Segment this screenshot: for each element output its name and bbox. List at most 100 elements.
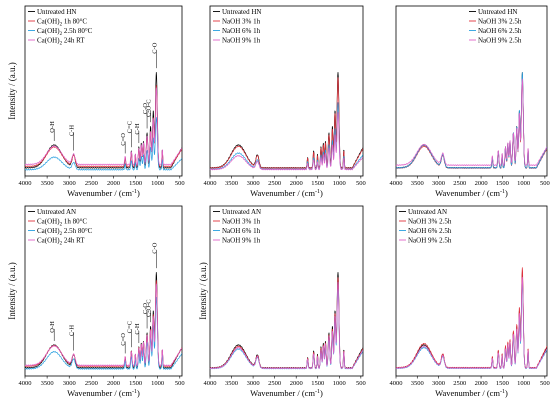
band-annotation: C=C bbox=[126, 321, 133, 333]
x-tick-label: 2500 bbox=[268, 180, 281, 187]
band-annotation: C-O bbox=[151, 42, 158, 54]
y-axis-label: Intensity / (a.u.) bbox=[7, 62, 17, 120]
chart-panel-a-naoh-2.5h: 4000 3500 3000 2500 2000 1500 1000 500 Wavenumbe… bbox=[390, 5, 550, 198]
x-tick-label: 2500 bbox=[268, 380, 281, 387]
x-tick-label: 3000 bbox=[63, 380, 76, 387]
x-tick-label: 2000 bbox=[290, 380, 303, 387]
legend-entry: Untreated AN bbox=[222, 208, 261, 216]
series-line bbox=[24, 283, 182, 367]
x-tick-label: 4000 bbox=[19, 180, 32, 187]
x-tick-label: 3000 bbox=[432, 380, 445, 387]
series-line bbox=[209, 111, 363, 171]
band-annotation: C=O bbox=[120, 333, 127, 346]
plot-frame bbox=[24, 5, 183, 177]
y-axis-label: Intensity / (a.u.) bbox=[198, 262, 208, 320]
x-tick-label: 500 bbox=[356, 180, 366, 187]
chart-panel-b-naoh-2.5h: 4000 3500 3000 2500 2000 1500 1000 500 Wavenumbe… bbox=[390, 205, 550, 398]
x-tick-label: 3000 bbox=[432, 180, 445, 187]
x-tick-label: 1000 bbox=[333, 380, 346, 387]
legend-entry: Untreated HN bbox=[478, 8, 517, 16]
x-tick-label: 1000 bbox=[151, 380, 164, 387]
x-tick-label: 2000 bbox=[475, 380, 488, 387]
plot-frame bbox=[209, 5, 364, 177]
legend-entry: NaOH 6% 2.5h bbox=[408, 227, 452, 235]
x-axis-label: Wavenumber / (cm-1) bbox=[67, 388, 140, 398]
legend-entry: NaOH 9% 1h bbox=[222, 237, 261, 245]
legend-entry: Ca(OH)2 1h 80°C bbox=[37, 18, 87, 28]
x-tick-label: 2500 bbox=[85, 180, 98, 187]
x-tick-label: 500 bbox=[540, 380, 550, 387]
x-tick-label: 2500 bbox=[85, 380, 98, 387]
legend-entry: Ca(OH)2 24h RT bbox=[37, 237, 85, 247]
x-tick-label: 2000 bbox=[290, 180, 303, 187]
band-annotation: C-O bbox=[142, 303, 149, 315]
legend-entry: NaOH 3% 2.5h bbox=[408, 218, 452, 226]
x-tick-label: 3500 bbox=[411, 180, 424, 187]
legend-entry: NaOH 9% 2.5h bbox=[478, 37, 522, 45]
x-axis-label: Wavenumber / (cm-1) bbox=[250, 388, 323, 398]
x-tick-label: 1500 bbox=[496, 180, 509, 187]
series-line bbox=[395, 78, 547, 166]
x-tick-label: 3500 bbox=[411, 380, 424, 387]
band-annotation: C-H bbox=[134, 323, 141, 335]
x-tick-label: 500 bbox=[356, 380, 366, 387]
x-tick-label: 500 bbox=[540, 180, 550, 187]
legend-entry: Ca(OH)2 1h 80°C bbox=[37, 218, 87, 228]
legend-entry: Untreated AN bbox=[408, 208, 447, 216]
band-annotation: C-H bbox=[69, 325, 76, 337]
band-annotation: C=C bbox=[126, 121, 133, 133]
band-annotation: C-O-C bbox=[146, 299, 153, 317]
y-axis-label: Intensity / (a.u.) bbox=[7, 262, 17, 320]
band-annotation: C-H bbox=[69, 125, 76, 137]
x-tick-label: 1000 bbox=[151, 180, 164, 187]
legend-entry: NaOH 6% 2.5h bbox=[478, 27, 522, 35]
chart-panel-a-naoh-1h: 4000 3500 3000 2500 2000 1500 1000 500 Wavenumbe… bbox=[204, 5, 366, 198]
series-line bbox=[395, 276, 547, 369]
series-line bbox=[24, 117, 183, 171]
x-tick-label: 3500 bbox=[41, 380, 54, 387]
x-tick-label: 500 bbox=[175, 380, 185, 387]
legend-entry: Untreated HN bbox=[37, 8, 76, 16]
band-annotation: O-H bbox=[49, 121, 56, 133]
x-tick-label: 3500 bbox=[225, 180, 238, 187]
legend-entry: NaOH 3% 1h bbox=[222, 18, 261, 26]
series-line bbox=[209, 281, 363, 370]
x-tick-label: 3000 bbox=[247, 180, 260, 187]
x-axis-label: Wavenumber / (cm-1) bbox=[435, 388, 508, 398]
legend-entry: NaOH 9% 1h bbox=[222, 37, 261, 45]
band-annotation: C-O bbox=[142, 103, 149, 115]
legend-entry: NaOH 9% 2.5h bbox=[408, 237, 452, 245]
x-tick-label: 2500 bbox=[453, 180, 466, 187]
band-annotation: C-O bbox=[151, 242, 158, 254]
x-tick-label: 4000 bbox=[204, 380, 217, 387]
plot-frame bbox=[395, 5, 548, 177]
legend-entry: NaOH 6% 1h bbox=[222, 27, 261, 35]
x-tick-label: 3500 bbox=[225, 380, 238, 387]
band-annotation: C=O bbox=[120, 133, 127, 146]
legend-entry: Untreated HN bbox=[222, 8, 261, 16]
band-annotation: O-H bbox=[49, 321, 56, 333]
x-tick-label: 2000 bbox=[107, 380, 120, 387]
legend-entry: Ca(OH)2 24h RT bbox=[37, 37, 85, 47]
chart-panel-a-ca: 4000 3500 3000 2500 2000 1500 1000 500 Wavenumbe… bbox=[7, 5, 185, 198]
band-annotation: C-H bbox=[134, 123, 141, 135]
legend-entry: NaOH 6% 1h bbox=[222, 227, 261, 235]
x-axis-label: Wavenumber / (cm-1) bbox=[435, 188, 508, 198]
x-tick-label: 4000 bbox=[204, 180, 217, 187]
legend-entry: NaOH 3% 1h bbox=[222, 218, 261, 226]
legend-entry: NaOH 3% 2.5h bbox=[478, 18, 522, 26]
x-tick-label: 1500 bbox=[129, 380, 142, 387]
x-tick-label: 500 bbox=[175, 180, 185, 187]
x-tick-label: 1000 bbox=[517, 380, 530, 387]
x-tick-label: 1500 bbox=[311, 380, 324, 387]
x-tick-label: 4000 bbox=[390, 180, 403, 187]
x-tick-label: 4000 bbox=[19, 380, 32, 387]
x-axis-label: Wavenumber / (cm-1) bbox=[250, 188, 323, 198]
legend-entry: Untreated AN bbox=[37, 208, 76, 216]
x-tick-label: 3500 bbox=[41, 180, 54, 187]
series-line bbox=[209, 77, 364, 169]
x-tick-label: 3000 bbox=[63, 180, 76, 187]
x-tick-label: 1500 bbox=[311, 180, 324, 187]
x-tick-label: 1000 bbox=[333, 180, 346, 187]
